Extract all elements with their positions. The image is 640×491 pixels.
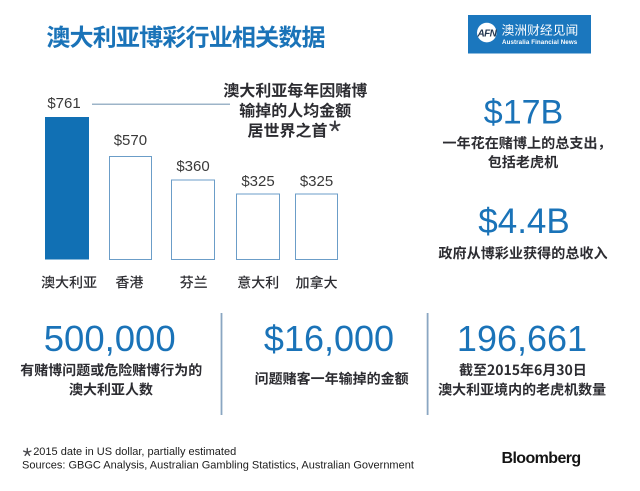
svg-text:$570: $570 <box>114 132 147 149</box>
svg-text:2015 date in US dollar, partia: 2015 date in US dollar, partially estima… <box>33 446 236 458</box>
svg-text:Australia Financial News: Australia Financial News <box>502 39 578 46</box>
svg-text:500,000: 500,000 <box>44 318 176 359</box>
svg-text:$360: $360 <box>176 158 209 175</box>
svg-text:Sources: GBGC Analysis, Austra: Sources: GBGC Analysis, Australian Gambl… <box>22 459 414 471</box>
svg-text:196,661: 196,661 <box>457 318 587 359</box>
svg-text:$4.4B: $4.4B <box>478 202 569 241</box>
svg-text:$16,000: $16,000 <box>264 318 394 359</box>
svg-text:$325: $325 <box>241 173 274 190</box>
svg-text:$325: $325 <box>300 173 333 190</box>
svg-text:$17B: $17B <box>484 93 563 131</box>
svg-text:$761: $761 <box>47 95 80 112</box>
svg-text:Bloomberg: Bloomberg <box>502 450 581 467</box>
svg-text:AFN: AFN <box>477 28 498 39</box>
